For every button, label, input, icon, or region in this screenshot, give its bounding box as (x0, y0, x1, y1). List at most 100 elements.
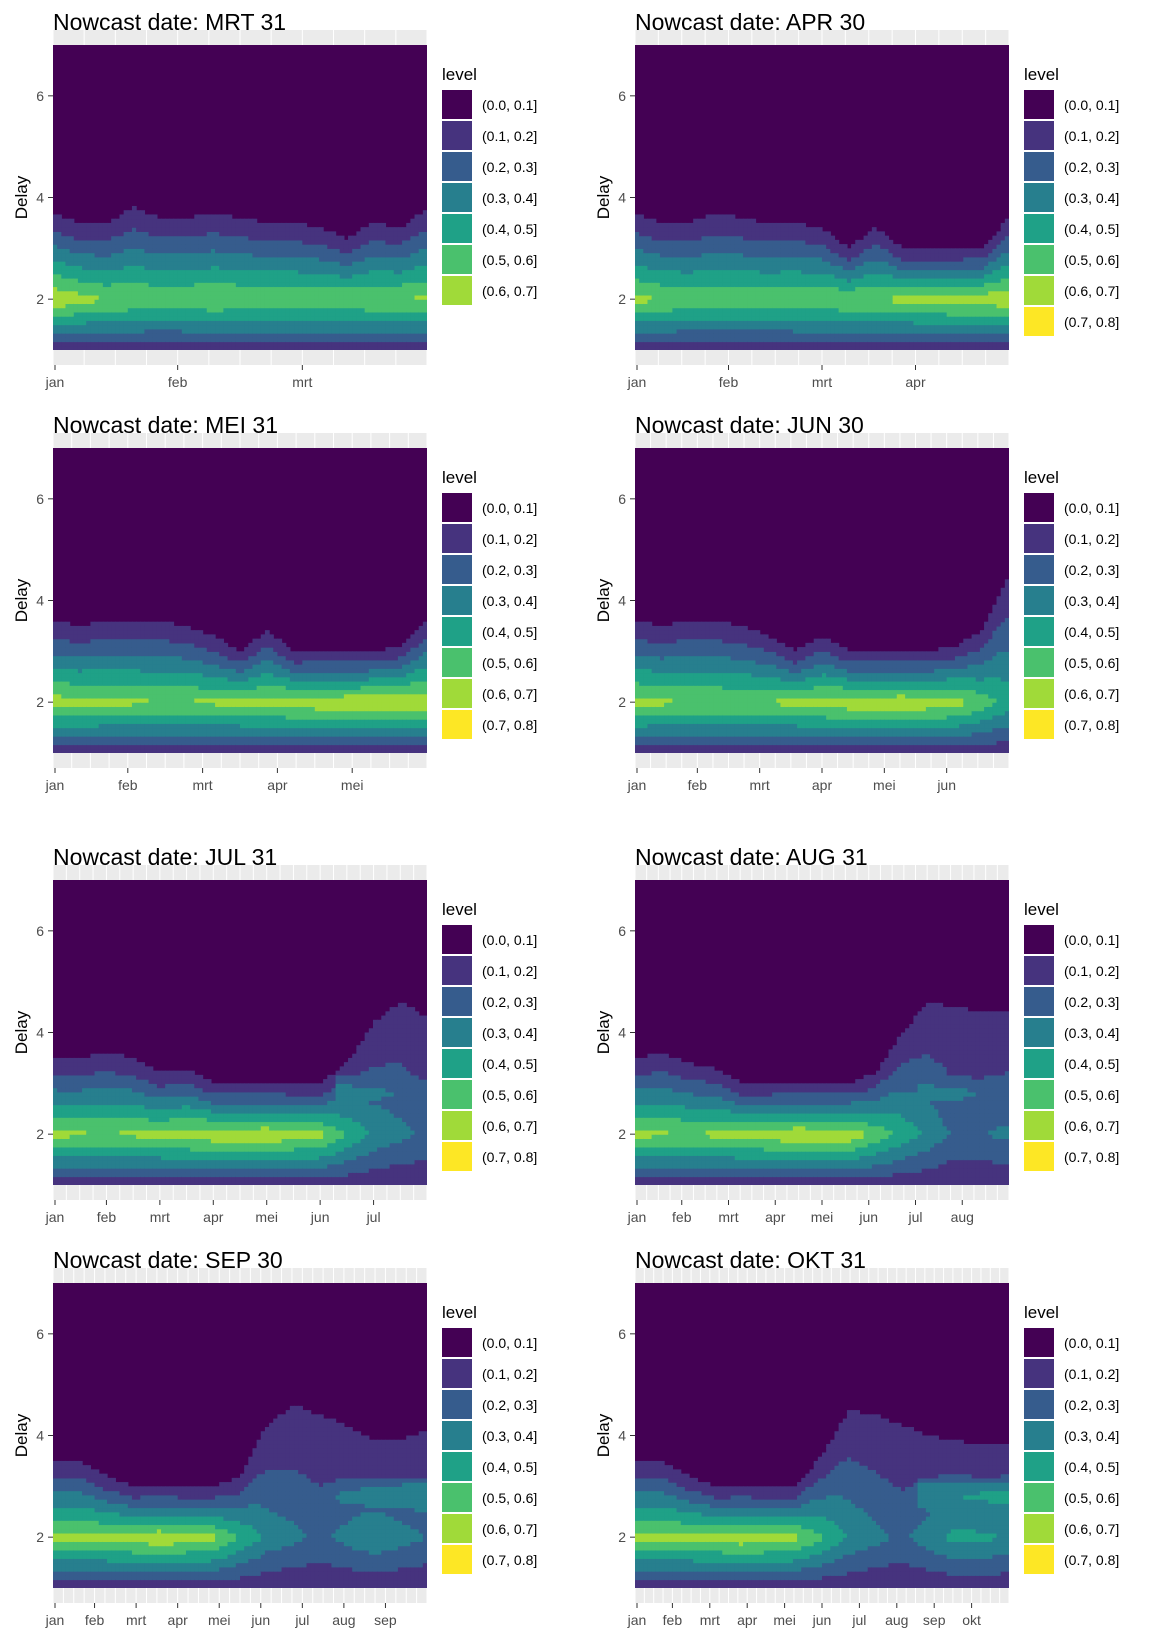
heatmap-cell (57, 256, 62, 262)
heatmap-cell (930, 265, 935, 271)
heatmap-cell (90, 345, 96, 350)
heatmap-cell (950, 337, 956, 343)
heatmap-cell (871, 252, 877, 258)
heatmap-cell (726, 261, 732, 266)
heatmap-cell (360, 244, 366, 249)
heatmap-cell (169, 328, 175, 334)
heatmap-cell (231, 316, 237, 321)
heatmap-cell (119, 303, 125, 309)
heatmap-cell (360, 231, 366, 237)
heatmap-cell (730, 294, 736, 300)
heatmap-cell (61, 218, 67, 224)
heatmap-cell (900, 324, 906, 330)
heatmap-cell (289, 273, 295, 279)
heatmap-cell (339, 252, 345, 258)
heatmap-cell (314, 316, 320, 321)
heatmap-cell (360, 311, 366, 317)
heatmap-cell (693, 345, 698, 350)
heatmap-cell (294, 256, 299, 262)
heatmap-cell (73, 252, 79, 258)
heatmap-cell (884, 273, 890, 279)
heatmap-cell (410, 299, 416, 305)
heatmap-cell (327, 294, 333, 300)
heatmap-cell (780, 299, 786, 305)
heatmap-cell (119, 227, 125, 232)
heatmap-cell (776, 311, 782, 317)
heatmap-cell (73, 239, 79, 245)
heatmap-cell (190, 231, 195, 237)
heatmap-cell (98, 316, 104, 321)
heatmap-cell (65, 265, 71, 271)
heatmap-cell (884, 286, 890, 292)
heatmap-cell (888, 328, 894, 334)
heatmap-cell (680, 269, 686, 275)
heatmap-cell (339, 265, 345, 271)
heatmap-cell (364, 345, 370, 350)
heatmap-cell (851, 269, 856, 275)
heatmap-cell (86, 303, 91, 309)
heatmap-cell (136, 316, 141, 321)
heatmap-cell (294, 231, 299, 237)
heatmap-cell (880, 235, 885, 241)
heatmap-cell (161, 227, 166, 232)
heatmap-cell (776, 244, 782, 249)
heatmap-cell (177, 290, 183, 296)
heatmap-cell (73, 235, 79, 241)
heatmap-cell (377, 337, 382, 343)
heatmap-cell (809, 273, 815, 279)
heatmap-cell (759, 324, 765, 330)
heatmap-cell (94, 277, 100, 283)
heatmap-cell (684, 277, 690, 283)
heatmap-cell (202, 294, 208, 300)
heatmap-cell (252, 333, 258, 338)
heatmap-cell (817, 235, 823, 241)
heatmap-cell (817, 345, 823, 350)
heatmap-cell (635, 222, 640, 228)
heatmap-cell (410, 333, 416, 338)
heatmap-cell (876, 333, 881, 338)
heatmap-cell (946, 273, 952, 279)
heatmap-cell (664, 239, 669, 245)
heatmap-cell (298, 227, 303, 232)
heatmap-cell (215, 252, 220, 258)
heatmap-cell (402, 341, 407, 347)
heatmap-cell (127, 294, 133, 300)
heatmap-cell (784, 290, 790, 296)
heatmap-cell (809, 244, 815, 249)
heatmap-cell (90, 222, 96, 228)
heatmap-cell (954, 328, 960, 334)
heatmap-cell (647, 282, 653, 288)
heatmap-cell (701, 277, 707, 283)
heatmap-cell (925, 282, 931, 288)
heatmap-cell (722, 333, 728, 338)
heatmap-cell (219, 311, 224, 317)
heatmap-cell (767, 299, 773, 305)
heatmap-cell (277, 277, 283, 283)
heatmap-cell (651, 333, 657, 338)
heatmap-cell (863, 303, 869, 309)
heatmap-cell (896, 282, 902, 288)
heatmap-cell (377, 324, 382, 330)
heatmap-cell (867, 333, 873, 338)
heatmap-cell (264, 341, 270, 347)
heatmap-cell (776, 248, 782, 254)
heatmap-cell (73, 333, 79, 338)
heatmap-cell (352, 277, 357, 283)
heatmap-cell (248, 303, 254, 309)
heatmap-cell (381, 337, 387, 343)
heatmap-cell (414, 307, 420, 313)
heatmap-cell (422, 311, 427, 317)
heatmap-cell (289, 294, 295, 300)
heatmap-cell (851, 324, 856, 330)
heatmap-cell (817, 256, 823, 262)
heatmap-cell (759, 333, 765, 338)
heatmap-cell (277, 286, 283, 292)
heatmap-cell (855, 311, 860, 317)
heatmap-cell (797, 235, 802, 241)
heatmap-cell (664, 320, 669, 326)
heatmap-cell (165, 290, 170, 296)
heatmap-cell (697, 290, 703, 296)
heatmap-cell (826, 269, 831, 275)
heatmap-cell (348, 341, 353, 347)
heatmap-cell (842, 282, 848, 288)
